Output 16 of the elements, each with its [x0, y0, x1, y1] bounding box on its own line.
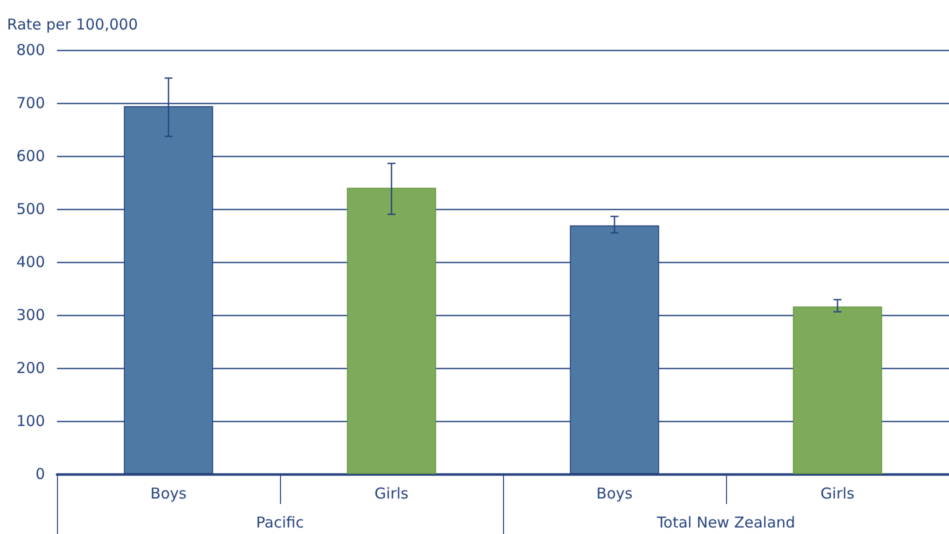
text: Total New Zealand — [656, 514, 796, 532]
y-tick-label: 0 — [35, 465, 45, 483]
y-tick-label: 700 — [16, 94, 45, 112]
y-axis-title: Rate per 100,000 — [7, 16, 138, 34]
y-tick-label: 800 — [16, 41, 45, 59]
y-tick-label: 600 — [16, 147, 45, 165]
y-tick-label: 400 — [16, 253, 45, 271]
y-tick-label: 500 — [16, 200, 45, 218]
y-tick-label: 100 — [16, 412, 45, 430]
x-tick-label: Girls — [820, 484, 855, 502]
x-tick-label: Girls — [374, 484, 409, 502]
y-tick-label: 300 — [16, 306, 45, 324]
text: Pacific — [256, 514, 304, 532]
x-tick-label: Boys — [596, 484, 633, 502]
x-tick-label: Boys — [150, 484, 187, 502]
y-tick-label: 200 — [16, 359, 45, 377]
